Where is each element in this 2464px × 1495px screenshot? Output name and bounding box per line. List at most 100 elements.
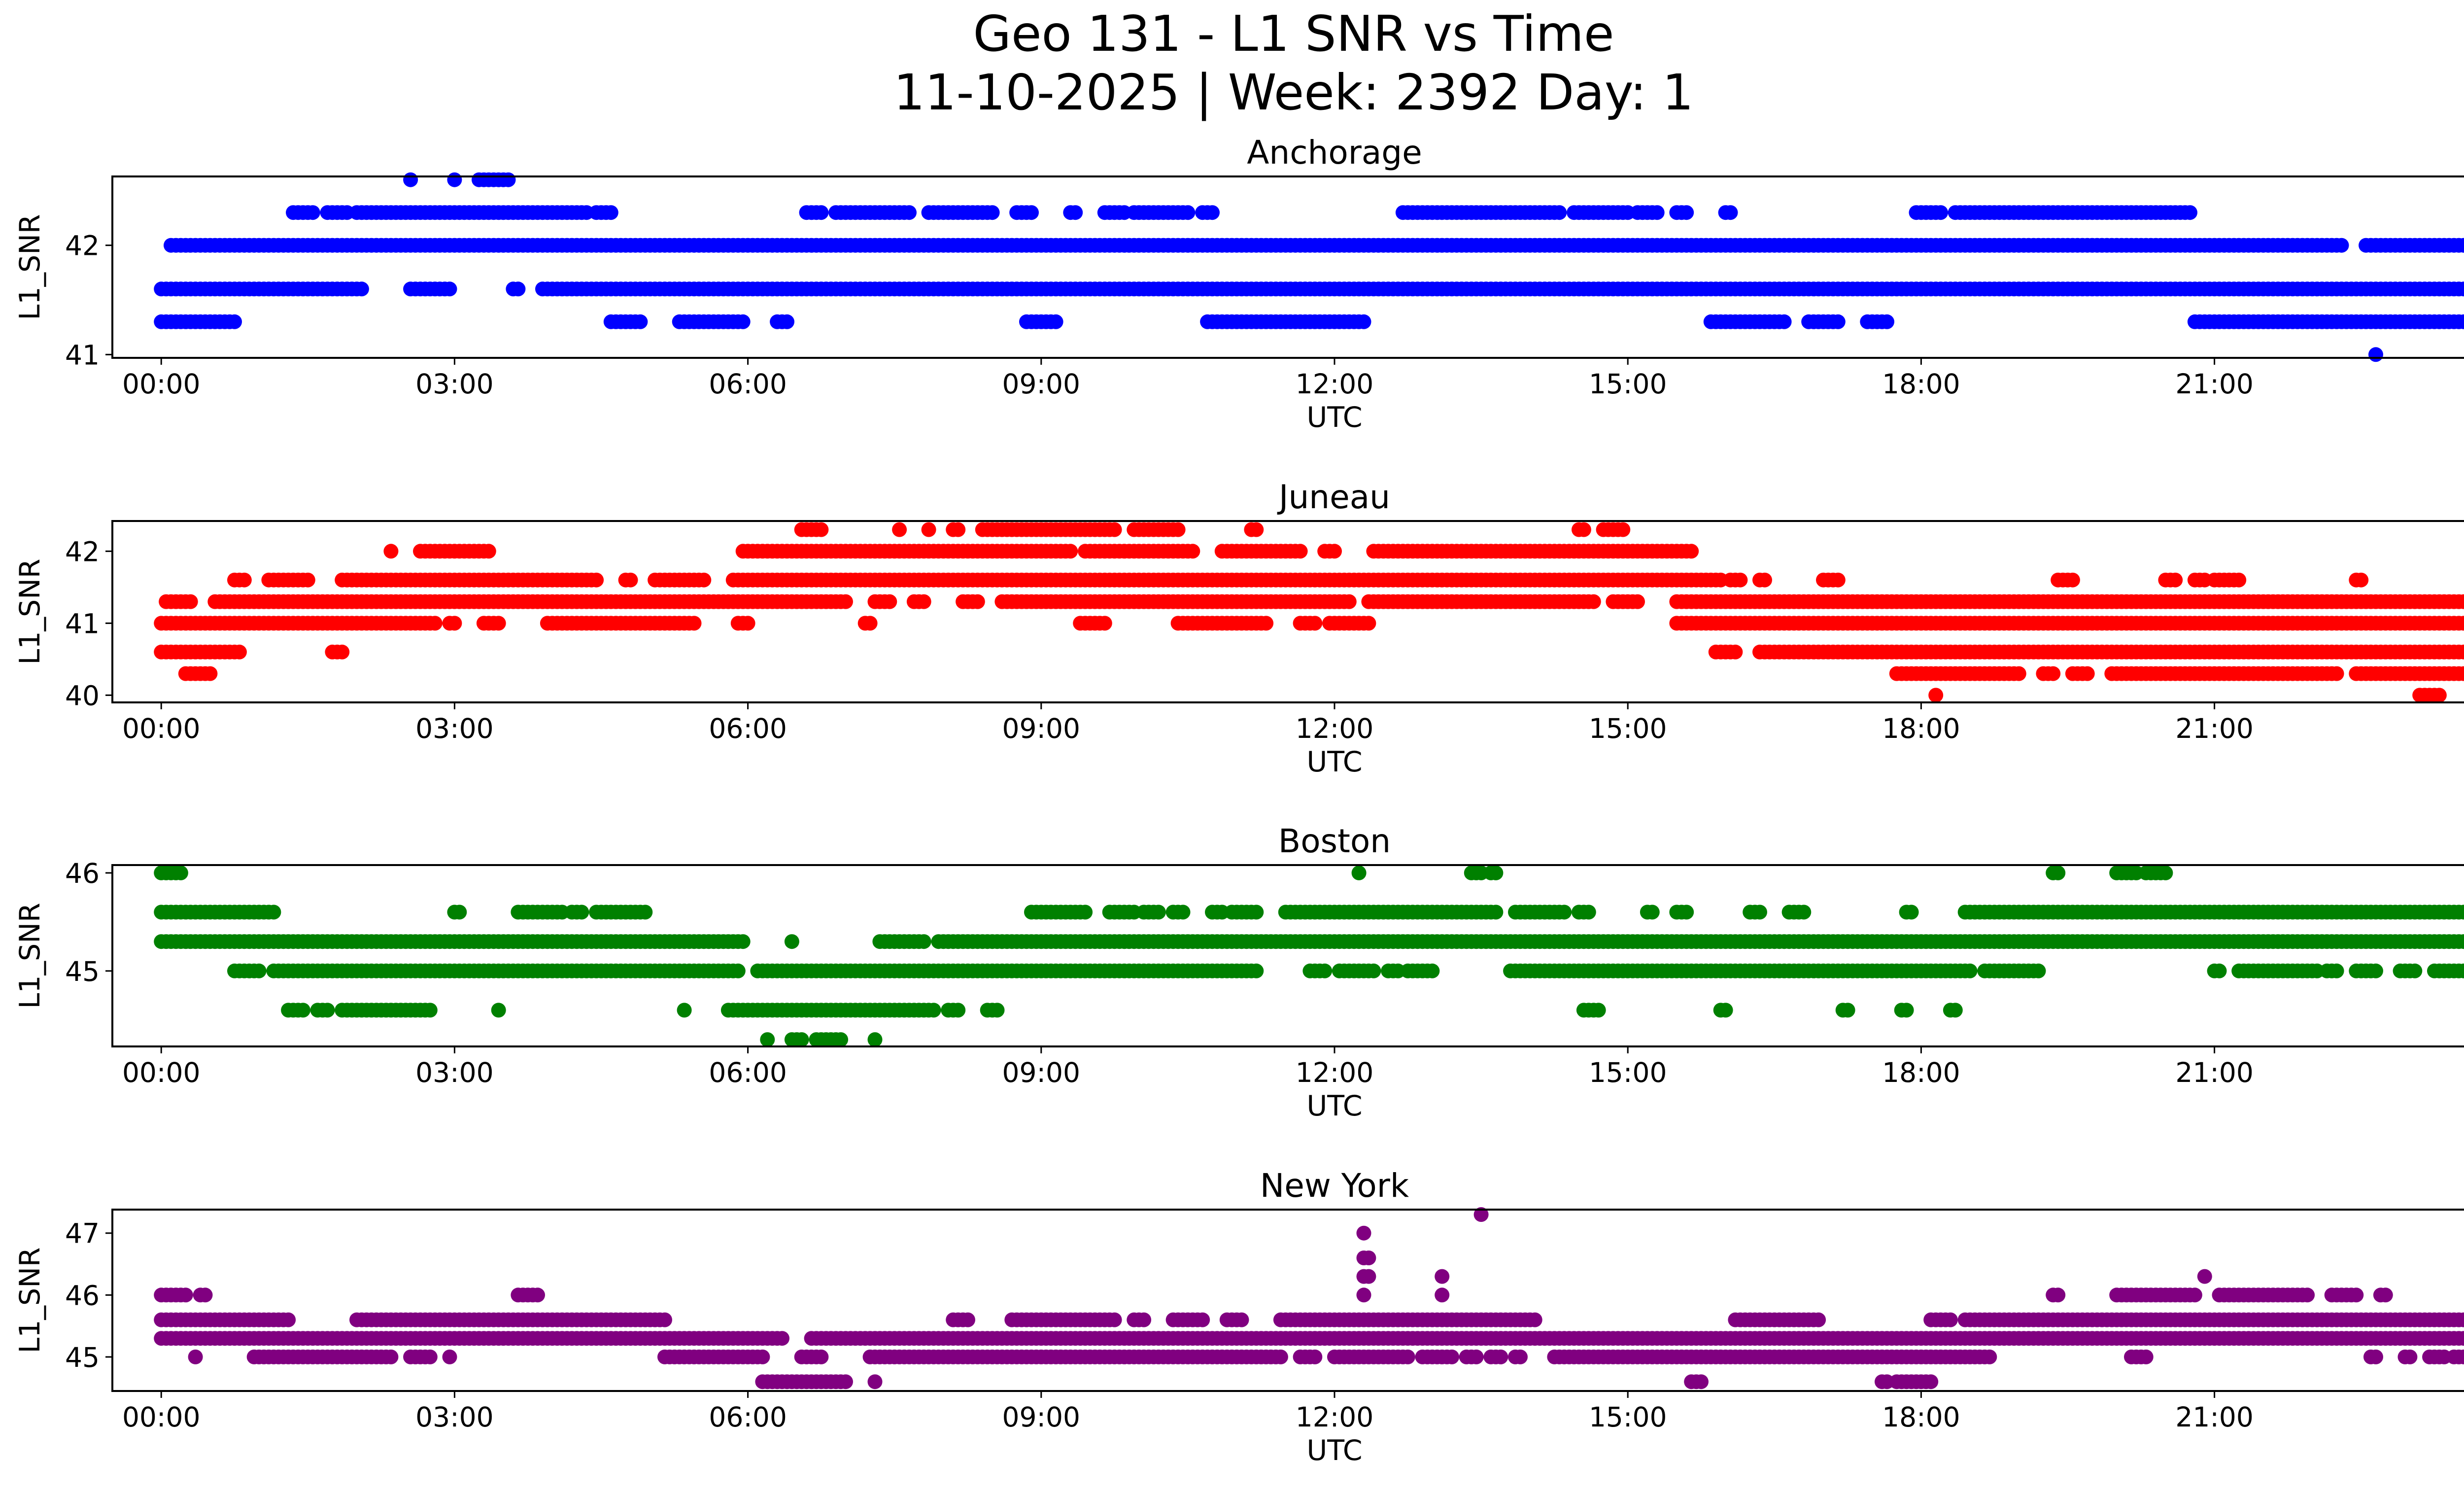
data-point (1307, 616, 1323, 631)
data-point (491, 1003, 506, 1018)
data-point (951, 1003, 966, 1018)
data-point (677, 1003, 692, 1018)
data-point (501, 172, 516, 187)
data-point (442, 281, 457, 297)
data-point (2461, 646, 2464, 658)
x-tick-label: 12:00 (1296, 713, 1374, 744)
data-point (403, 172, 418, 187)
x-tick-label: 06:00 (709, 713, 787, 744)
x-tick-label: 09:00 (1002, 713, 1081, 744)
y-axis-label: L1_SNR (14, 214, 46, 320)
data-point (2051, 865, 2066, 880)
data-point (760, 1032, 775, 1047)
data-point (892, 522, 907, 537)
data-point (2329, 963, 2344, 978)
x-tick-label: 00:00 (122, 368, 201, 400)
data-point (1962, 963, 1978, 978)
data-point (2368, 963, 2383, 978)
data-point (1249, 522, 1264, 537)
data-point (173, 865, 188, 880)
data-point (1469, 1349, 1484, 1364)
data-point (1488, 865, 1504, 880)
data-point (2354, 572, 2369, 588)
x-tick-label: 12:00 (1296, 1057, 1374, 1088)
data-point (1830, 572, 1846, 588)
data-point (335, 644, 350, 660)
data-point (491, 616, 506, 631)
data-point (2461, 316, 2464, 328)
x-tick-label: 00:00 (122, 1057, 201, 1088)
data-point (780, 314, 794, 329)
data-point (2138, 1349, 2154, 1364)
data-point (2231, 572, 2247, 588)
x-tick-label: 09:00 (1002, 1057, 1081, 1088)
data-point (427, 616, 443, 631)
data-point (2402, 1349, 2418, 1364)
data-point (1757, 572, 1772, 588)
data-point (1366, 963, 1381, 978)
data-point (1576, 522, 1591, 537)
data-point (422, 1349, 438, 1364)
data-point (1180, 205, 1196, 220)
data-point (1341, 594, 1357, 609)
data-point (1880, 314, 1894, 329)
data-point (1679, 205, 1694, 220)
data-point (251, 963, 267, 978)
data-point (1694, 1374, 1709, 1390)
data-point (1107, 522, 1122, 537)
data-point (2329, 666, 2344, 681)
subplot-title: Boston (1278, 822, 1391, 860)
data-point (1830, 314, 1846, 329)
data-point (2461, 240, 2464, 251)
data-point (740, 616, 755, 631)
data-point (985, 205, 1000, 220)
data-point (1170, 522, 1186, 537)
data-point (1752, 904, 1767, 920)
data-point (1679, 904, 1694, 920)
data-point (2456, 666, 2464, 681)
data-point (1615, 522, 1631, 537)
data-point (447, 172, 462, 187)
data-point (305, 205, 320, 220)
data-point (755, 1349, 770, 1364)
data-point (354, 281, 369, 297)
data-point (2407, 963, 2423, 978)
data-point (1644, 904, 1660, 920)
data-point (1249, 904, 1264, 920)
y-tick-label: 46 (65, 858, 100, 889)
subplot-title: Anchorage (1247, 134, 1422, 172)
x-tick-label: 18:00 (1882, 713, 1960, 744)
data-point (867, 1374, 883, 1390)
data-point (838, 594, 853, 609)
data-point (232, 644, 247, 660)
data-point (1097, 616, 1112, 631)
data-point (696, 572, 712, 588)
data-point (784, 934, 799, 949)
data-point (300, 572, 315, 588)
data-point (1078, 904, 1093, 920)
data-point (2461, 667, 2464, 680)
data-point (1718, 1003, 1733, 1018)
data-point (1928, 688, 1944, 703)
data-points (154, 522, 2464, 703)
data-point (2461, 617, 2464, 629)
data-point (203, 666, 218, 681)
x-tick-label: 15:00 (1589, 368, 1667, 400)
data-point (1249, 963, 1264, 978)
data-point (1317, 963, 1333, 978)
subplots: Anchorage 00:00 03:00 06:00 09:00 12:00 15:00 1… (14, 134, 2464, 1467)
data-point (1151, 904, 1166, 920)
data-point (775, 1331, 789, 1346)
data-point (2461, 965, 2464, 977)
data-point (1327, 544, 1342, 559)
subplot-title: New York (1260, 1167, 1409, 1205)
data-point (1728, 644, 1743, 660)
x-tick-label: 03:00 (415, 368, 494, 400)
data-point (574, 904, 589, 920)
data-point (730, 963, 746, 978)
data-point (2456, 963, 2464, 978)
